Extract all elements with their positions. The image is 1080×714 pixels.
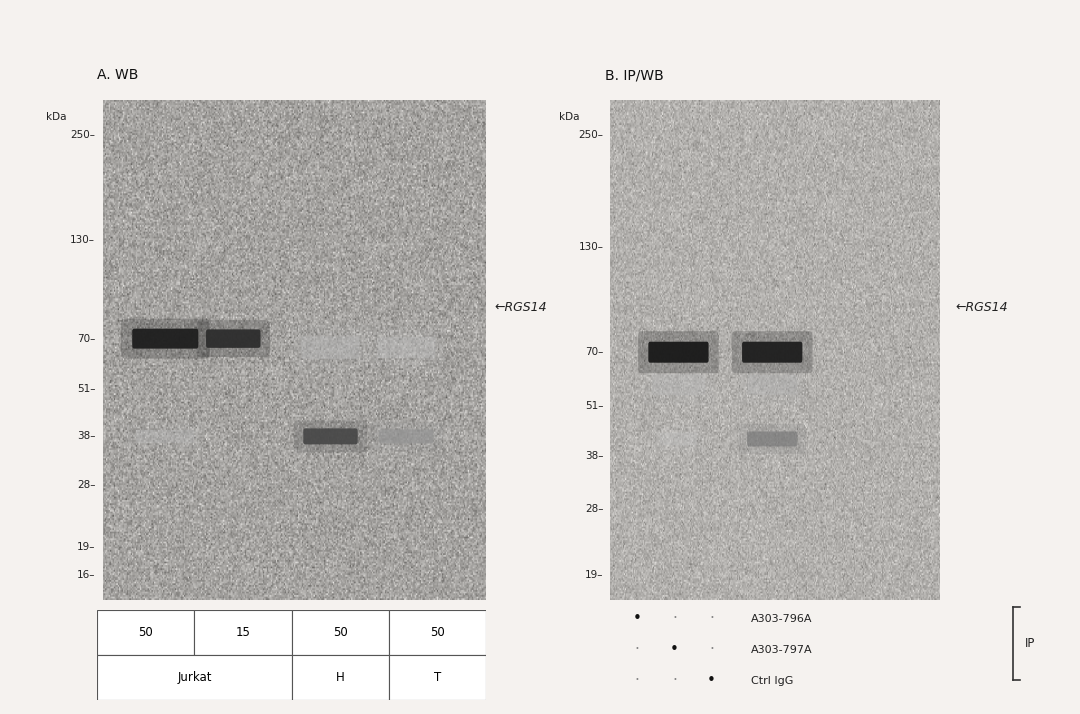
Text: A303-797A: A303-797A xyxy=(751,645,813,655)
Text: ←RGS14: ←RGS14 xyxy=(956,301,1009,313)
FancyBboxPatch shape xyxy=(638,331,719,373)
Text: ·: · xyxy=(635,673,639,688)
Text: 15: 15 xyxy=(235,626,251,639)
FancyBboxPatch shape xyxy=(367,326,446,368)
FancyBboxPatch shape xyxy=(121,318,210,358)
Text: ←RGS14: ←RGS14 xyxy=(495,301,548,313)
FancyBboxPatch shape xyxy=(653,426,703,452)
Text: 19–: 19– xyxy=(585,570,604,580)
FancyBboxPatch shape xyxy=(660,433,697,446)
Text: ·: · xyxy=(710,643,714,658)
Text: 16–: 16– xyxy=(77,570,95,580)
Text: kDa: kDa xyxy=(46,113,67,123)
Text: ·: · xyxy=(672,611,677,626)
Text: 28–: 28– xyxy=(585,503,604,513)
Text: ·: · xyxy=(710,611,714,626)
Text: 38–: 38– xyxy=(585,451,604,461)
FancyBboxPatch shape xyxy=(747,375,797,395)
Text: Ctrl IgG: Ctrl IgG xyxy=(751,676,794,686)
Text: 19–: 19– xyxy=(77,542,95,552)
FancyBboxPatch shape xyxy=(747,431,797,446)
FancyBboxPatch shape xyxy=(369,423,443,451)
FancyBboxPatch shape xyxy=(648,342,708,363)
Text: H: H xyxy=(336,671,345,684)
Bar xyxy=(97,610,194,655)
Text: kDa: kDa xyxy=(559,113,580,123)
Bar xyxy=(389,655,486,700)
Bar xyxy=(97,655,292,700)
Text: A. WB: A. WB xyxy=(97,68,138,82)
Text: 130–: 130– xyxy=(70,235,95,245)
Bar xyxy=(194,610,292,655)
Text: •: • xyxy=(633,611,642,626)
Text: •: • xyxy=(707,673,716,688)
FancyBboxPatch shape xyxy=(742,342,802,363)
Text: ·: · xyxy=(635,643,639,658)
Text: ·: · xyxy=(672,673,677,688)
Text: 70–: 70– xyxy=(77,333,95,343)
FancyBboxPatch shape xyxy=(303,428,357,444)
Text: 38–: 38– xyxy=(77,431,95,441)
FancyBboxPatch shape xyxy=(739,365,806,405)
FancyBboxPatch shape xyxy=(292,325,369,370)
Text: 50: 50 xyxy=(138,626,153,639)
FancyBboxPatch shape xyxy=(132,328,199,348)
Bar xyxy=(292,655,389,700)
Text: 70–: 70– xyxy=(585,347,604,357)
Text: 51–: 51– xyxy=(77,384,95,394)
FancyBboxPatch shape xyxy=(379,429,433,443)
Text: 250–: 250– xyxy=(579,130,604,140)
Text: •: • xyxy=(670,643,679,658)
FancyBboxPatch shape xyxy=(197,320,270,357)
Bar xyxy=(292,610,389,655)
Text: 130–: 130– xyxy=(579,241,604,251)
Text: 250–: 250– xyxy=(70,130,95,140)
FancyBboxPatch shape xyxy=(206,329,260,348)
Text: IP: IP xyxy=(1025,637,1036,650)
FancyBboxPatch shape xyxy=(732,331,812,373)
FancyBboxPatch shape xyxy=(301,336,360,359)
FancyBboxPatch shape xyxy=(377,337,435,358)
Text: T: T xyxy=(434,671,441,684)
Text: 50: 50 xyxy=(430,626,445,639)
Text: 51–: 51– xyxy=(585,401,604,411)
FancyBboxPatch shape xyxy=(643,363,715,406)
Text: 50: 50 xyxy=(333,626,348,639)
Text: Jurkat: Jurkat xyxy=(177,671,212,684)
FancyBboxPatch shape xyxy=(739,424,806,454)
FancyBboxPatch shape xyxy=(136,430,194,443)
Text: A303-796A: A303-796A xyxy=(751,614,812,624)
Bar xyxy=(389,610,486,655)
FancyBboxPatch shape xyxy=(651,374,705,395)
FancyBboxPatch shape xyxy=(126,423,204,449)
FancyBboxPatch shape xyxy=(294,421,367,453)
Text: 28–: 28– xyxy=(77,481,95,491)
Text: B. IP/WB: B. IP/WB xyxy=(605,68,663,82)
